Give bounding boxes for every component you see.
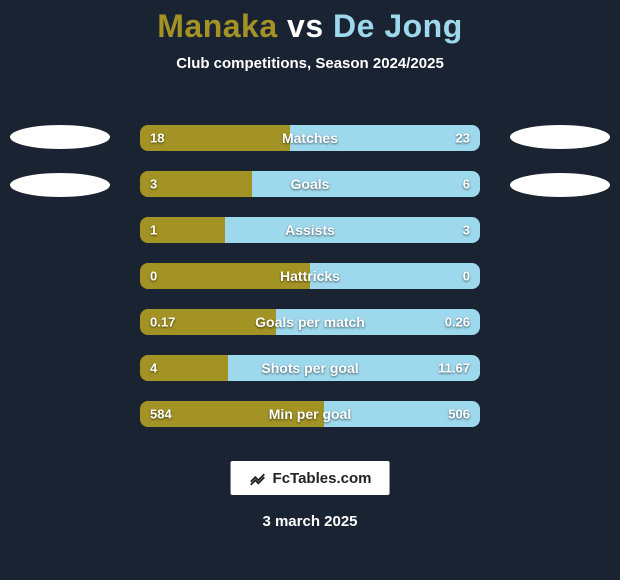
- stat-value-left: 18: [150, 131, 164, 146]
- stat-label: Assists: [285, 222, 335, 238]
- stat-value-right: 6: [463, 177, 470, 192]
- right-photo-column: [504, 125, 616, 221]
- stat-value-left: 1: [150, 223, 157, 238]
- stat-value-right: 0.26: [445, 315, 470, 330]
- vs-text: vs: [287, 8, 324, 44]
- stat-label: Min per goal: [269, 406, 351, 422]
- chart-icon: [249, 469, 267, 487]
- stat-value-left: 3: [150, 177, 157, 192]
- stat-value-left: 584: [150, 407, 172, 422]
- stat-label: Matches: [282, 130, 338, 146]
- player-photo-placeholder: [10, 173, 110, 197]
- stat-row: Shots per goal 4 11.67: [140, 355, 480, 381]
- stat-label: Goals per match: [255, 314, 365, 330]
- subtitle: Club competitions, Season 2024/2025: [0, 55, 620, 72]
- stat-bars-container: Matches 18 23 Goals 3 6 Assists 1 3 Hattricks 0 0 Go…: [140, 125, 480, 447]
- stat-value-right: 506: [448, 407, 470, 422]
- player-photo-placeholder: [510, 125, 610, 149]
- player-left-name: Manaka: [157, 8, 277, 44]
- stat-row: Matches 18 23: [140, 125, 480, 151]
- stat-row: Goals per match 0.17 0.26: [140, 309, 480, 335]
- stat-bar-right: [252, 171, 480, 197]
- stat-bar-right: [225, 217, 480, 243]
- stat-row: Min per goal 584 506: [140, 401, 480, 427]
- stat-value-left: 4: [150, 361, 157, 376]
- stat-value-right: 11.67: [438, 361, 470, 376]
- player-right-name: De Jong: [333, 8, 463, 44]
- stat-label: Hattricks: [280, 268, 340, 284]
- stat-label: Goals: [291, 176, 330, 192]
- footer-date: 3 march 2025: [262, 513, 357, 530]
- stat-row: Assists 1 3: [140, 217, 480, 243]
- footer-logo: FcTables.com: [231, 461, 390, 495]
- left-photo-column: [4, 125, 116, 221]
- player-photo-placeholder: [510, 173, 610, 197]
- comparison-title: Manaka vs De Jong: [0, 0, 620, 45]
- footer-logo-text: FcTables.com: [273, 470, 372, 487]
- stat-row: Goals 3 6: [140, 171, 480, 197]
- stat-value-right: 23: [456, 131, 470, 146]
- stat-value-right: 3: [463, 223, 470, 238]
- stat-value-left: 0.17: [150, 315, 175, 330]
- stat-label: Shots per goal: [261, 360, 358, 376]
- stat-value-left: 0: [150, 269, 157, 284]
- player-photo-placeholder: [10, 125, 110, 149]
- stat-row: Hattricks 0 0: [140, 263, 480, 289]
- stat-value-right: 0: [463, 269, 470, 284]
